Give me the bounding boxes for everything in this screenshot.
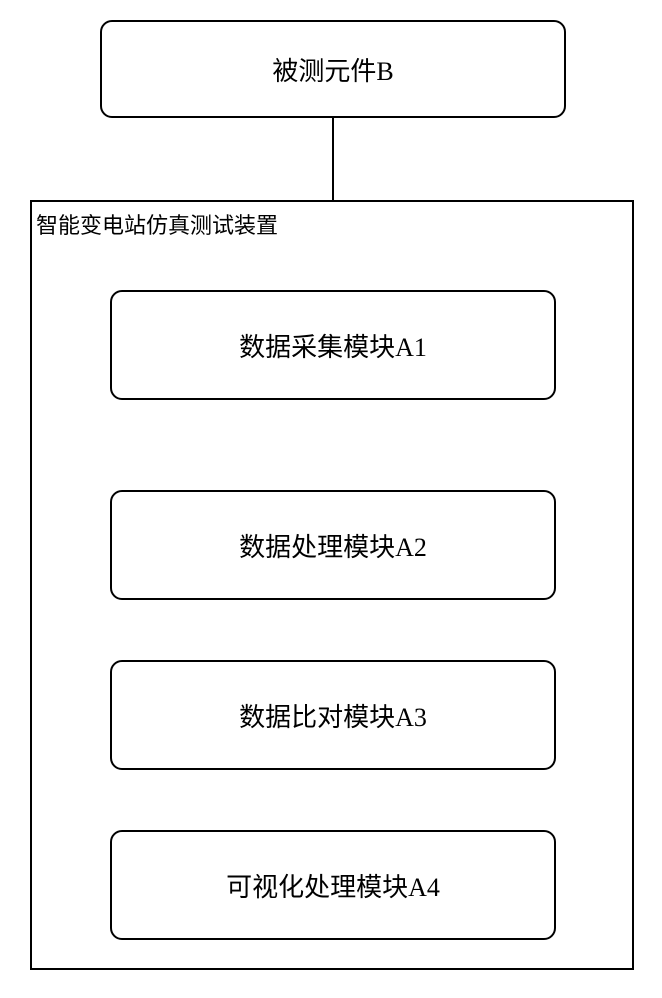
node-data-acquisition-label: 数据采集模块A1 (239, 327, 427, 364)
node-tested-component-label: 被测元件B (272, 51, 393, 88)
node-data-comparison: 数据比对模块A3 (110, 660, 556, 770)
node-visualization: 可视化处理模块A4 (110, 830, 556, 940)
outer-container-label: 智能变电站仿真测试装置 (36, 208, 278, 240)
node-data-processing-label: 数据处理模块A2 (239, 527, 427, 564)
diagram-canvas: 智能变电站仿真测试装置 被测元件B 数据采集模块A1 数据处理模块A2 数据比对… (0, 0, 662, 998)
node-data-processing: 数据处理模块A2 (110, 490, 556, 600)
node-data-comparison-label: 数据比对模块A3 (239, 697, 427, 734)
node-tested-component: 被测元件B (100, 20, 566, 118)
connector-top-to-outer (332, 118, 334, 200)
node-data-acquisition: 数据采集模块A1 (110, 290, 556, 400)
node-visualization-label: 可视化处理模块A4 (226, 867, 440, 904)
